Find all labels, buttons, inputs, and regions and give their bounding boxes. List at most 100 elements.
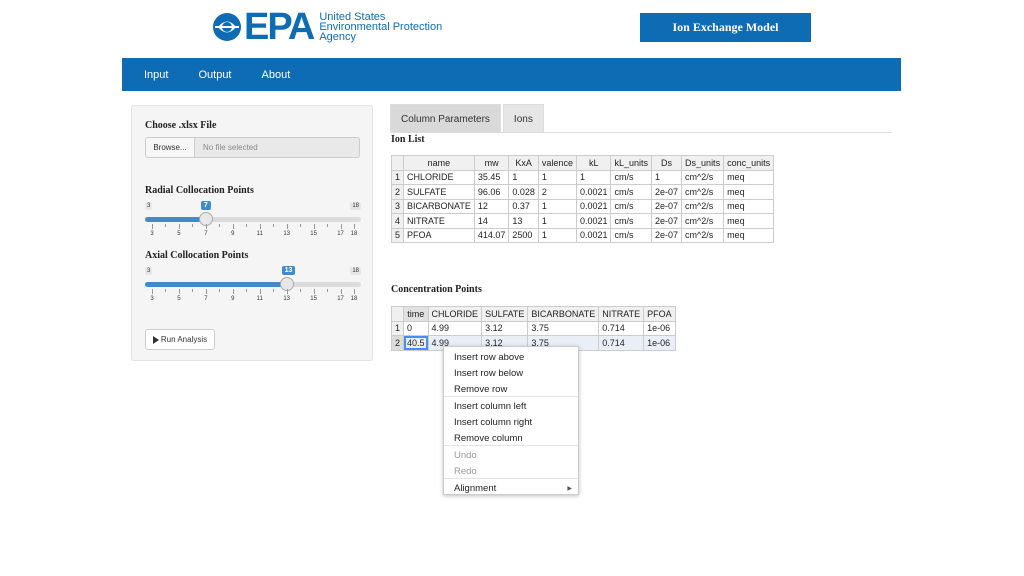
table-cell[interactable]: 0.37 <box>508 198 539 214</box>
table-cell[interactable]: 96.06 <box>473 184 510 200</box>
table-cell[interactable]: meq <box>723 227 775 243</box>
table-cell[interactable]: NITRATE <box>403 213 475 229</box>
row-header[interactable]: 4 <box>390 213 405 229</box>
table-cell[interactable]: 0.0021 <box>575 227 612 243</box>
table-cell[interactable]: 1 <box>537 169 577 185</box>
row-header[interactable]: 1 <box>390 320 405 336</box>
table-cell[interactable]: 2e-07 <box>651 227 683 243</box>
table-cell[interactable]: 1 <box>508 169 539 185</box>
column-header[interactable]: BICARBONATE <box>527 306 600 322</box>
column-header[interactable] <box>390 155 405 171</box>
table-cell[interactable]: cm^2/s <box>681 184 725 200</box>
table-cell[interactable]: meq <box>723 213 775 229</box>
table-cell[interactable]: cm/s <box>610 227 653 243</box>
column-header[interactable]: PFOA <box>643 306 676 322</box>
column-header[interactable]: Ds <box>651 155 683 171</box>
table-cell[interactable]: 0.0021 <box>575 184 612 200</box>
table-cell[interactable]: 35.45 <box>473 169 510 185</box>
column-header[interactable]: kL_units <box>610 155 653 171</box>
column-header[interactable]: NITRATE <box>598 306 645 322</box>
context-menu-item[interactable]: Insert row above <box>454 351 525 363</box>
file-input[interactable]: Browse... No file selected <box>145 137 360 158</box>
row-header[interactable]: 5 <box>390 227 405 243</box>
table-cell[interactable]: 0.0021 <box>575 198 612 214</box>
context-menu-item[interactable]: Insert column left <box>454 400 527 412</box>
column-header[interactable]: name <box>403 155 475 171</box>
column-header[interactable]: valence <box>537 155 577 171</box>
table-cell[interactable]: 1 <box>575 169 612 185</box>
table-cell[interactable]: meq <box>723 198 775 214</box>
slider-track[interactable] <box>145 217 361 222</box>
column-header[interactable]: Ds_units <box>681 155 725 171</box>
row-header[interactable]: 2 <box>390 184 405 200</box>
column-header[interactable]: conc_units <box>723 155 775 171</box>
table-cell[interactable]: 14 <box>473 213 510 229</box>
nav-input[interactable]: Input <box>144 68 169 81</box>
table-cell[interactable]: 0 <box>403 320 429 336</box>
ion-list-table[interactable]: name mw KxA valence kL kL_units Ds Ds_units conc… <box>390 155 775 243</box>
table-cell[interactable]: 12 <box>473 198 510 214</box>
table-cell[interactable]: 4.99 <box>427 320 483 336</box>
table-cell[interactable]: 2500 <box>508 227 539 243</box>
table-cell[interactable]: cm^2/s <box>681 213 725 229</box>
table-cell[interactable]: 414.07 <box>473 227 510 243</box>
column-header[interactable]: kL <box>575 155 612 171</box>
ion-exchange-model-button[interactable]: Ion Exchange Model <box>640 13 811 42</box>
context-menu-item[interactable]: Remove row <box>454 383 508 395</box>
table-cell[interactable]: 2e-07 <box>651 184 683 200</box>
table-cell[interactable]: cm^2/s <box>681 227 725 243</box>
browse-button[interactable]: Browse... <box>145 137 195 158</box>
column-header[interactable] <box>390 306 405 322</box>
table-cell[interactable]: 3.75 <box>527 320 600 336</box>
table-cell[interactable]: 1 <box>537 213 577 229</box>
table-cell[interactable]: 0.0021 <box>575 213 612 229</box>
table-cell[interactable]: cm/s <box>610 184 653 200</box>
column-header[interactable]: mw <box>473 155 510 171</box>
table-cell[interactable]: SULFATE <box>403 184 475 200</box>
table-cell[interactable]: 0.714 <box>598 335 645 351</box>
concentration-table[interactable]: time CHLORIDE SULFATE BICARBONATE NITRATE PFO… <box>390 306 676 351</box>
nav-output[interactable]: Output <box>198 68 232 81</box>
table-cell[interactable]: PFOA <box>403 227 475 243</box>
row-header[interactable]: 2 <box>390 335 405 351</box>
radial-slider[interactable]: 3 18 7 3 5 7 9 11 13 15 17 18 <box>145 201 361 252</box>
context-menu-item[interactable]: Alignment ▶ <box>454 482 572 494</box>
column-header[interactable]: time <box>403 306 429 322</box>
run-analysis-button[interactable]: Run Analysis <box>145 329 215 350</box>
table-cell[interactable]: cm^2/s <box>681 198 725 214</box>
column-header[interactable]: CHLORIDE <box>427 306 483 322</box>
table-cell[interactable]: 1e-06 <box>643 335 676 351</box>
table-cell[interactable]: 2e-07 <box>651 198 683 214</box>
table-cell[interactable]: BICARBONATE <box>403 198 475 214</box>
table-cell[interactable]: cm/s <box>610 169 653 185</box>
context-menu-item[interactable]: Remove column <box>454 432 523 444</box>
column-header[interactable]: SULFATE <box>481 306 529 322</box>
table-cell[interactable]: 13 <box>508 213 539 229</box>
row-header[interactable]: 3 <box>390 198 405 214</box>
table-cell[interactable]: CHLORIDE <box>403 169 475 185</box>
table-cell[interactable]: cm/s <box>610 198 653 214</box>
table-cell[interactable]: 1 <box>537 227 577 243</box>
table-cell[interactable]: meq <box>723 184 775 200</box>
table-cell[interactable]: 2e-07 <box>651 213 683 229</box>
table-cell[interactable]: 0.714 <box>598 320 645 336</box>
table-cell[interactable]: cm/s <box>610 213 653 229</box>
table-cell[interactable]: 1 <box>651 169 683 185</box>
tab-column-parameters[interactable]: Column Parameters <box>390 104 501 133</box>
column-header[interactable]: KxA <box>508 155 539 171</box>
table-cell[interactable]: 0.028 <box>508 184 539 200</box>
table-cell[interactable]: 40.5 <box>403 335 429 351</box>
table-cell[interactable]: 1 <box>537 198 577 214</box>
context-menu-item[interactable]: Insert row below <box>454 367 524 379</box>
table-cell[interactable]: 1e-06 <box>643 320 676 336</box>
axial-slider[interactable]: 3 18 13 3 5 7 9 11 13 15 17 18 <box>145 266 361 317</box>
row-header[interactable]: 1 <box>390 169 405 185</box>
epa-logo[interactable]: EPA United States Environmental Protecti… <box>212 8 442 46</box>
table-cell[interactable]: cm^2/s <box>681 169 725 185</box>
context-menu-item[interactable]: Insert column right <box>454 416 533 428</box>
nav-about[interactable]: About <box>261 68 291 81</box>
table-cell[interactable]: meq <box>723 169 775 185</box>
table-cell[interactable]: 3.12 <box>481 320 529 336</box>
table-cell[interactable]: 2 <box>537 184 577 200</box>
tab-ions[interactable]: Ions <box>502 104 544 133</box>
